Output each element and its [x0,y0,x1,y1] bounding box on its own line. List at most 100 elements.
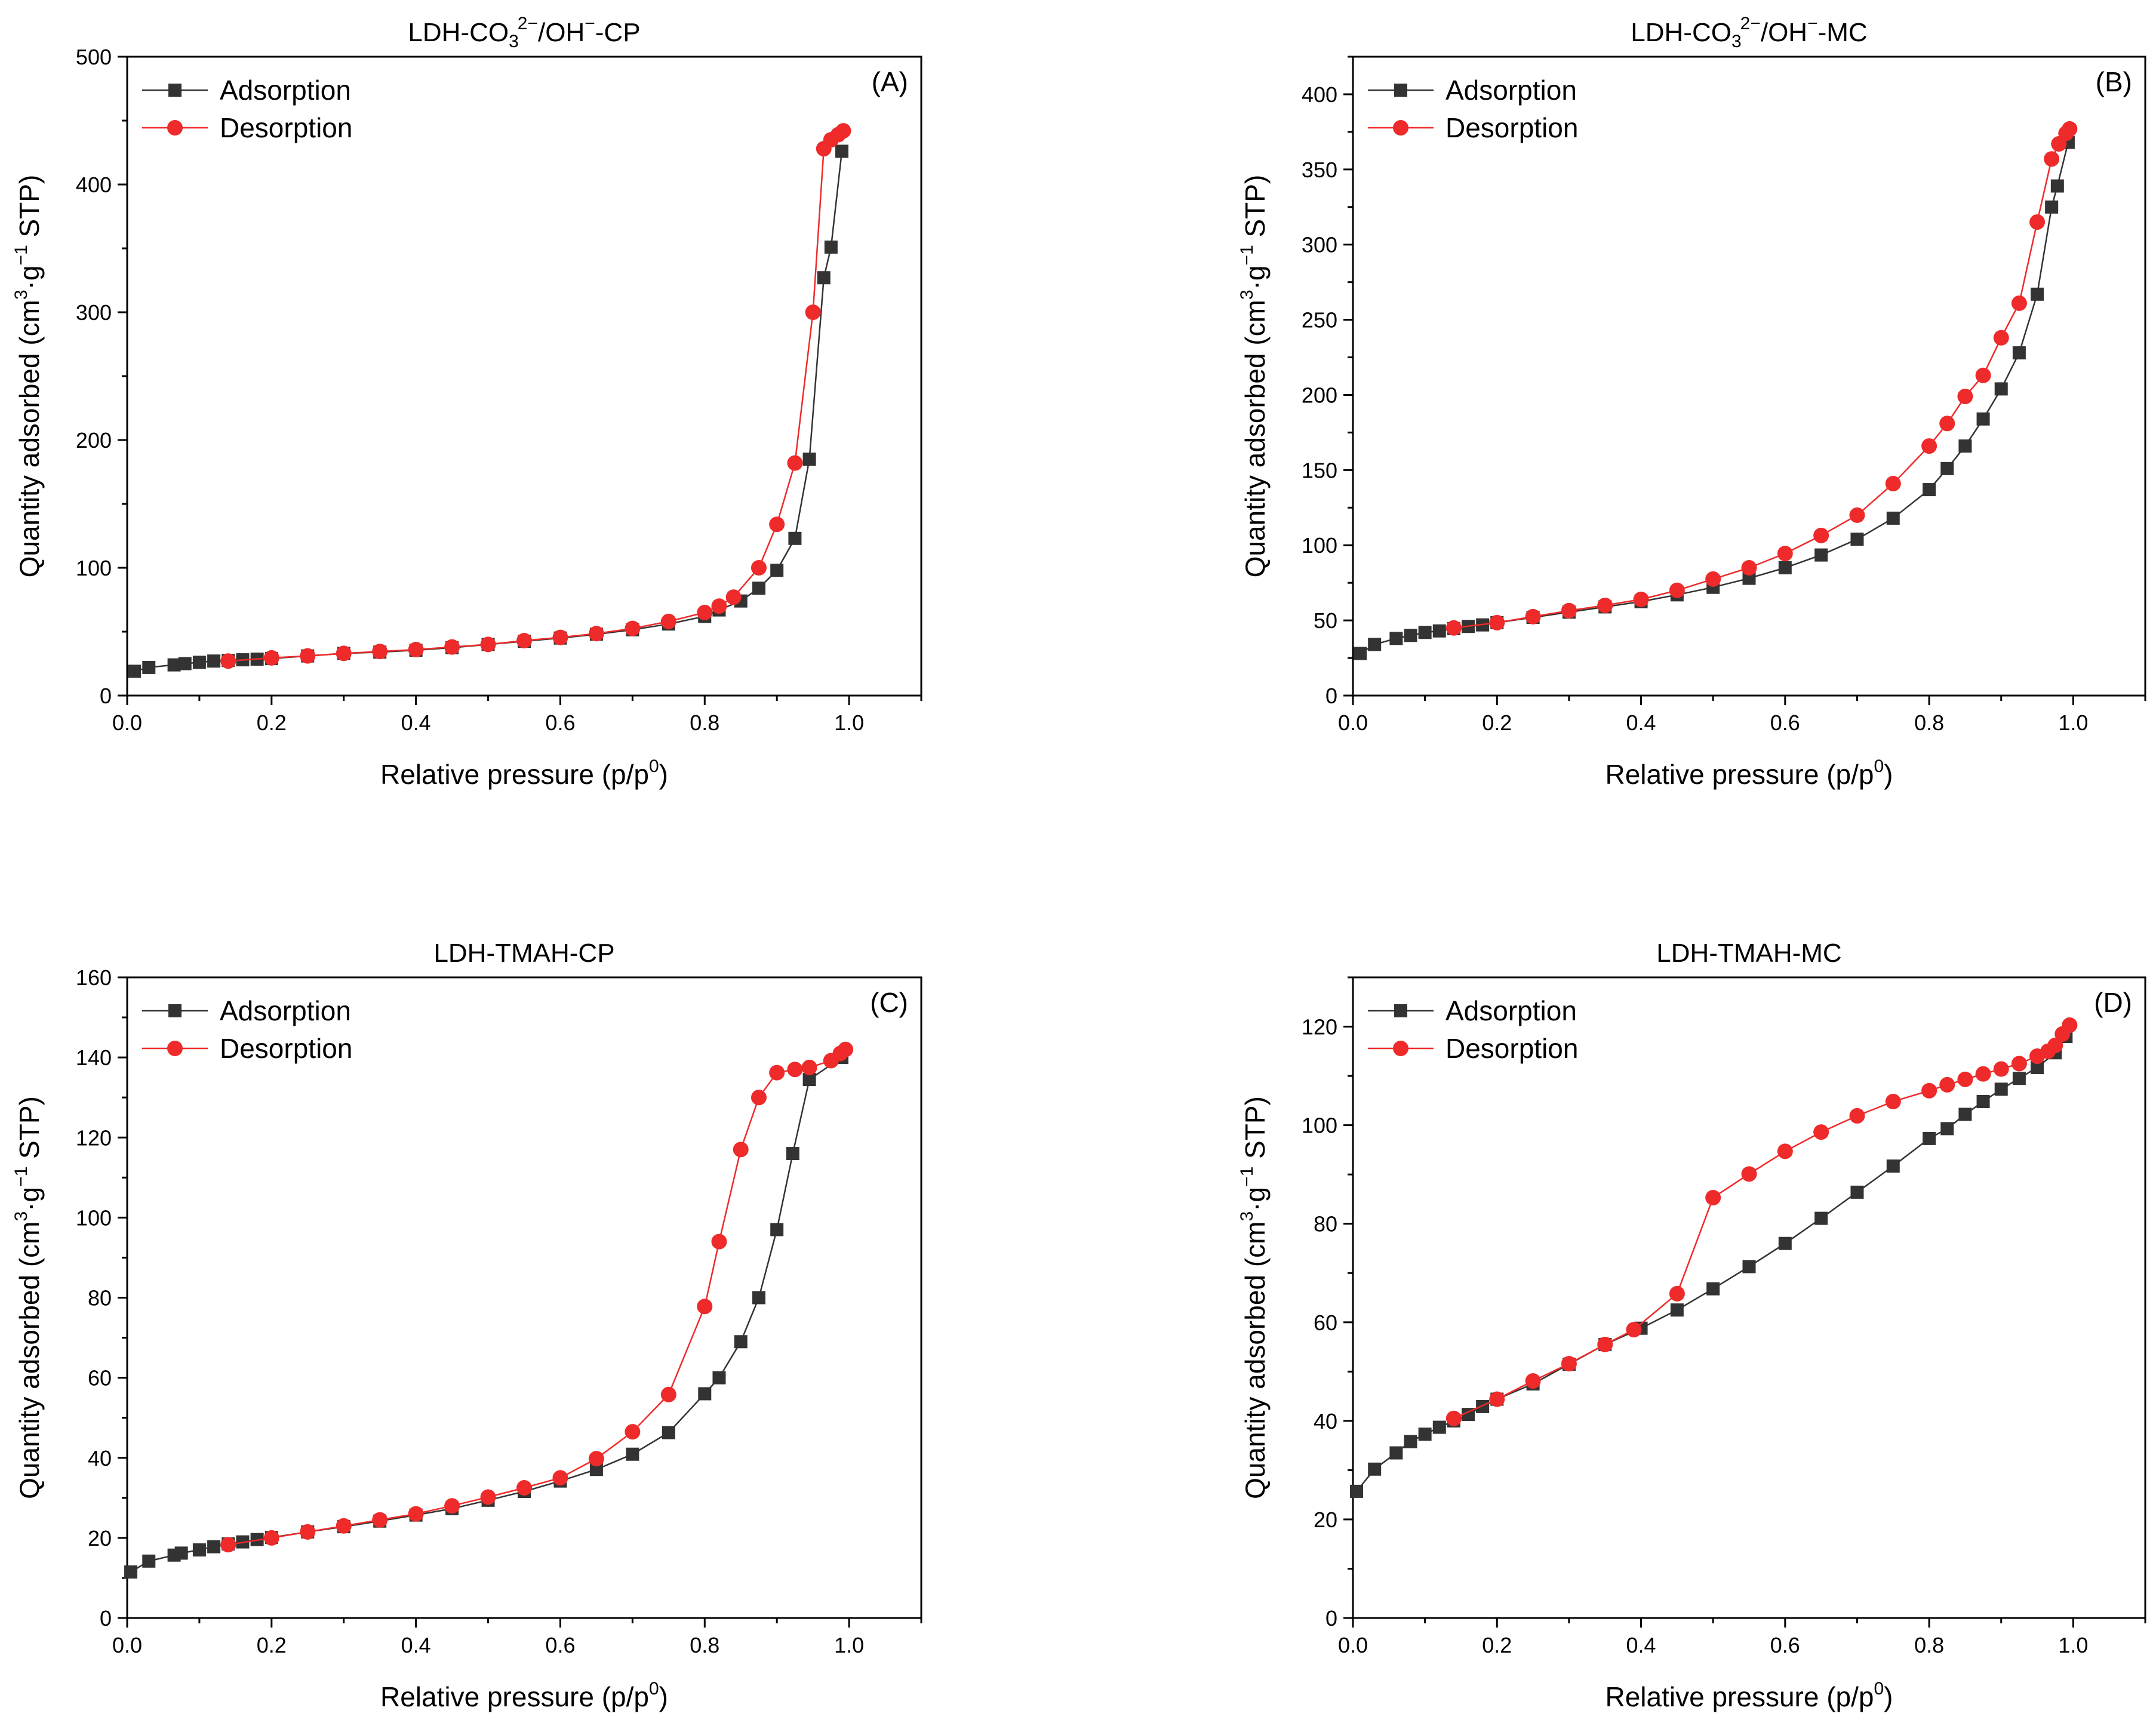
chart-title: LDH-TMAH-CP [433,939,614,968]
desorption-point [220,1537,236,1553]
y-tick-label: 100 [76,1205,112,1230]
desorption-point [835,123,851,139]
desorption-point [1993,330,2009,346]
legend-label: Adsorption [1445,995,1577,1026]
desorption-point [1741,1166,1757,1182]
desorption-point [1669,582,1685,598]
series-line [1356,1036,2067,1492]
desorption-point [1921,1082,1937,1099]
desorption-point [1633,591,1649,607]
desorption-point [1957,388,1973,404]
adsorption-point [1940,462,1954,475]
adsorption-point [698,1387,712,1401]
series-line [1453,1025,2071,1419]
desorption-point [1561,1356,1577,1372]
x-axis-label: Relative pressure (p/p0) [1606,756,1893,790]
chart-title: LDH-CO32−/OH−-CP [408,14,640,51]
x-tick-label: 0.0 [112,710,142,735]
desorption-point [1445,1410,1462,1426]
desorption-point [2011,295,2027,311]
desorption-point [1626,1322,1642,1338]
desorption-point [697,1299,713,1315]
y-axis-label: Quantity adsorbed (cm3·g−1 STP) [1237,1096,1271,1499]
adsorption-point [1850,533,1864,546]
y-tick-label: 60 [1314,1311,1337,1335]
desorption-point [733,1142,749,1158]
legend-circle-marker [1393,120,1408,136]
legend: Adsorption Desorption [142,75,352,143]
x-tick-label: 0.4 [401,1633,431,1657]
y-tick-label: 100 [1302,1113,1337,1138]
desorption-point [660,1386,676,1402]
desorption-point [1813,1124,1829,1140]
legend-circle-marker [167,1041,183,1056]
x-tick-label: 0.6 [545,710,575,735]
y-tick-label: 500 [76,45,112,69]
adsorption-point [1778,561,1792,574]
desorption-point [1445,620,1462,636]
desorption-point [1777,546,1793,562]
y-tick-label: 50 [1314,608,1337,633]
desorption-point [1705,1189,1721,1205]
adsorption-point [192,656,206,669]
y-tick-label: 160 [76,965,112,990]
adsorption-point [1976,1094,1990,1108]
desorption-point [1597,597,1613,613]
adsorption-point [1404,1435,1417,1448]
legend-label: Desorption [220,112,352,143]
x-tick-label: 0.6 [1770,1633,1800,1657]
desorption-point [300,1524,316,1540]
desorption-point [1777,1143,1793,1159]
adsorption-point [1432,624,1446,638]
desorption-point [516,632,532,648]
y-tick-label: 80 [88,1286,112,1311]
desorption-point [2044,151,2060,167]
plot-frame [126,976,922,1619]
y-tick-label: 60 [88,1366,112,1391]
x-tick-label: 0.4 [401,710,431,735]
x-tick-label: 0.4 [1626,710,1656,735]
chart-title: LDH-CO32−/OH−-MC [1631,14,1867,51]
x-axis-label: Relative pressure (p/p0) [380,756,668,790]
adsorption-point [2050,179,2064,193]
x-tick-label: 0.0 [1338,710,1368,735]
desorption-point [2062,1017,2078,1033]
y-tick-label: 100 [76,556,112,580]
adsorption-point [662,1426,675,1439]
adsorption-point [786,1147,799,1161]
legend: Adsorption Desorption [1368,995,1578,1064]
desorption-point [1489,1391,1505,1407]
adsorption-point [1368,638,1382,651]
x-tick-label: 0.8 [1914,710,1944,735]
adsorption-point [1886,1159,1900,1173]
adsorption-point [167,658,181,672]
desorption-point [1993,1061,2009,1077]
legend-square-marker [1394,84,1407,97]
desorption-point [1939,416,1955,432]
desorption-point [1489,614,1505,630]
x-tick-label: 0.2 [257,710,287,735]
adsorption-point [1404,629,1417,642]
desorption-series [1445,121,2078,636]
x-tick-label: 0.6 [545,1633,575,1657]
legend-square-marker [168,1004,182,1017]
plot-frame [1352,976,2146,1619]
adsorption-series [1350,1030,2073,1498]
chart-panel-b: 0.0 0.2 0.4 0.6 0.8 1.0 0 50 100 150 200 250 300 350 4… [1237,14,2146,790]
y-tick-label: 0 [100,1606,112,1631]
x-tick-label: 0.2 [257,1633,287,1657]
desorption-point [660,613,676,629]
adsorption-point [1706,1282,1720,1296]
x-tick-label: 0.2 [1482,1633,1512,1657]
adsorption-point [752,1291,765,1305]
adsorption-point [712,1371,726,1385]
adsorption-point [802,1073,816,1087]
panel-label: (B) [2096,66,2132,97]
desorption-point [2011,1056,2027,1072]
chart-panel-c: 0.0 0.2 0.4 0.6 0.8 1.0 0 20 40 60 80 100 120 140 160 L… [11,939,922,1712]
adsorption-point [1670,1303,1684,1317]
adsorption-point [835,144,848,158]
adsorption-point [128,665,142,678]
adsorption-point [589,1463,603,1476]
desorption-point [372,644,388,660]
